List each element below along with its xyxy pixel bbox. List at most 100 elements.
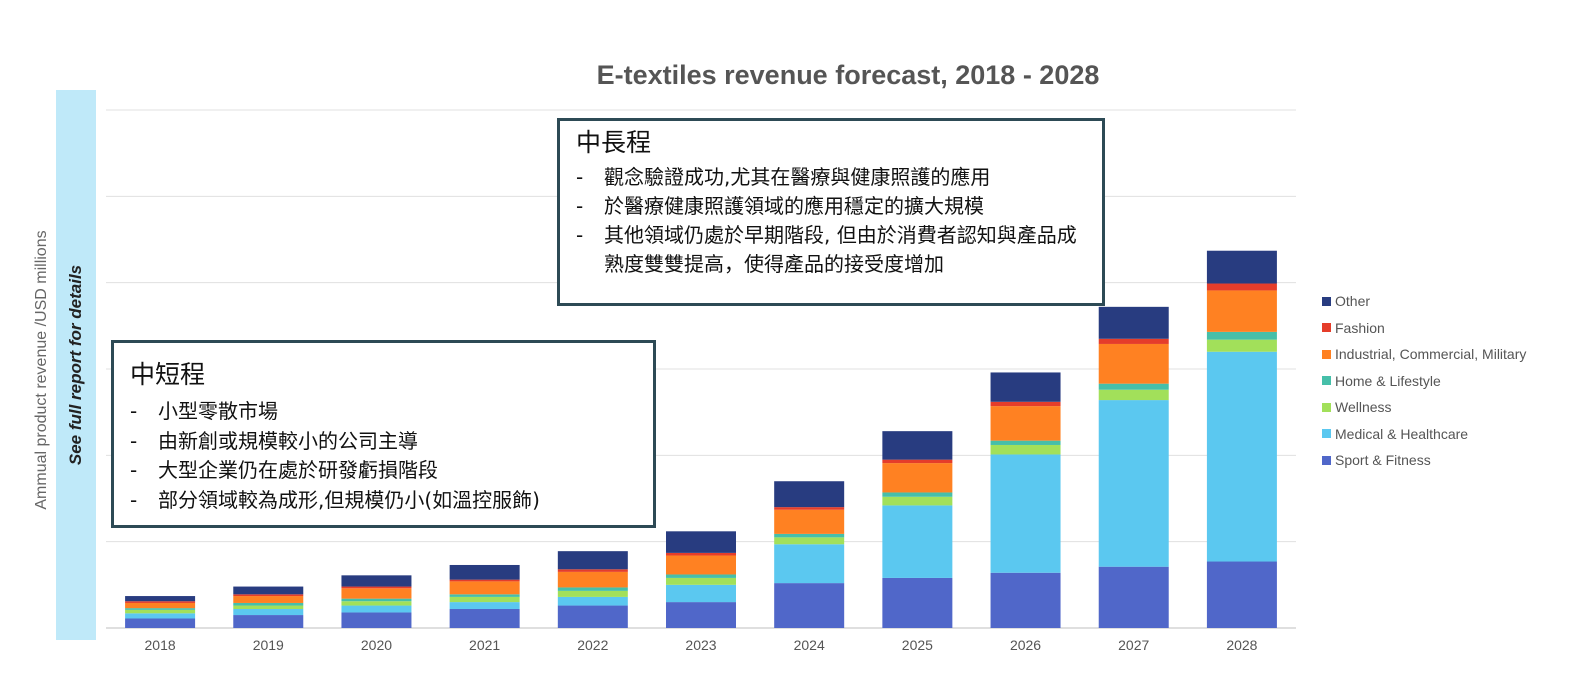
y-axis-label: Ammual product revenue /USD millions bbox=[33, 230, 50, 510]
bar-segment bbox=[774, 537, 845, 545]
callout-short-bullet: - 由新創或規模較小的公司主導 bbox=[130, 428, 418, 453]
bar-segment bbox=[449, 594, 520, 597]
callout-short-bullet: - 小型零散市場 bbox=[130, 399, 278, 423]
callout-short-bullet: - 大型企業仍在處於研發虧損階段 bbox=[130, 458, 438, 482]
x-tick-label: 2023 bbox=[685, 637, 716, 653]
bar-segment bbox=[882, 577, 953, 628]
bar-segment bbox=[341, 601, 412, 606]
bar-segment bbox=[233, 615, 304, 628]
legend-label: Wellness bbox=[1335, 399, 1392, 416]
bar-segment bbox=[557, 569, 628, 572]
bar-segment bbox=[882, 496, 953, 506]
bar-segment bbox=[1098, 306, 1169, 339]
bar-segment bbox=[1206, 561, 1277, 628]
bar-segment bbox=[233, 586, 304, 595]
callout-long-list: - 觀念驗證成功,尤其在醫療與健康照護的應用 - 於醫療健康照護領域的應用穩定的擴大… bbox=[576, 163, 1088, 279]
legend-item: Medical & Healthcare bbox=[1322, 421, 1526, 448]
bar-segment bbox=[557, 596, 628, 606]
legend: Other Fashion Industrial, Commercial, Mili… bbox=[1322, 288, 1526, 474]
legend-item: Wellness bbox=[1322, 394, 1526, 421]
x-tick-label: 2021 bbox=[469, 637, 500, 653]
bar-segment bbox=[125, 601, 196, 603]
bar-segment bbox=[990, 440, 1061, 445]
bar-segment bbox=[882, 505, 953, 578]
bar-segment bbox=[990, 406, 1061, 441]
legend-label: Other bbox=[1335, 293, 1371, 310]
legend-item: Home & Lifestyle bbox=[1322, 368, 1526, 395]
bar-segment bbox=[125, 618, 196, 628]
bar-segment bbox=[1098, 389, 1169, 401]
callout-long-bullet: - 其他領域仍處於早期階段, 但由於消費者認知與產品成熟度雙雙提高，使得產品的接受… bbox=[576, 223, 1077, 276]
bar-segment bbox=[449, 579, 520, 582]
bar-segment bbox=[990, 401, 1061, 407]
callout-long-bullet: - 觀念驗證成功,尤其在醫療與健康照護的應用 bbox=[576, 165, 991, 189]
bar-segment bbox=[666, 584, 736, 603]
bar-segment bbox=[882, 492, 953, 497]
bar-segment bbox=[666, 602, 736, 628]
bar-segment bbox=[557, 551, 628, 570]
bars bbox=[125, 250, 1277, 628]
x-tick-label: 2026 bbox=[1010, 637, 1041, 653]
legend-label: Home & Lifestyle bbox=[1335, 372, 1441, 389]
legend-item: Other bbox=[1322, 288, 1526, 315]
bar-segment bbox=[774, 507, 845, 510]
bar-segment bbox=[125, 608, 196, 610]
bar-segment bbox=[882, 459, 953, 464]
bar-segment bbox=[1206, 250, 1277, 284]
side-band bbox=[56, 90, 96, 640]
bar-segment bbox=[1098, 383, 1169, 390]
legend-label: Industrial, Commercial, Military bbox=[1335, 346, 1527, 363]
bar-segment bbox=[666, 555, 736, 575]
bar-segment bbox=[557, 587, 628, 591]
bar-segment bbox=[1098, 338, 1169, 344]
bar-segment bbox=[1206, 351, 1277, 562]
callout-long-term: 中長程 - 觀念驗證成功,尤其在醫療與健康照護的應用 - 於醫療健康照護領域的應用穩… bbox=[557, 118, 1105, 306]
bar-segment bbox=[774, 481, 845, 508]
legend-swatch bbox=[1322, 455, 1331, 465]
callout-long-title: 中長程 bbox=[576, 128, 652, 157]
x-tick-label: 2018 bbox=[145, 637, 176, 653]
bar-segment bbox=[990, 572, 1061, 628]
bar-segment bbox=[125, 602, 196, 609]
bar-segment bbox=[449, 564, 520, 580]
x-tick-label: 2027 bbox=[1118, 637, 1149, 653]
bar-segment bbox=[774, 509, 845, 534]
bar-segment bbox=[882, 463, 953, 493]
bar-segment bbox=[233, 605, 304, 610]
bar-segment bbox=[774, 583, 845, 628]
x-tick-label: 2025 bbox=[902, 637, 933, 653]
callout-short-title: 中短程 bbox=[130, 360, 206, 389]
bar-segment bbox=[1098, 343, 1169, 384]
legend-item: Sport & Fitness bbox=[1322, 447, 1526, 474]
legend-label: Fashion bbox=[1335, 319, 1385, 336]
bar-segment bbox=[341, 598, 412, 602]
callout-short-bullet: - 部分領域較為成形,但規模仍小(如溫控服飾) bbox=[130, 487, 540, 512]
bar-segment bbox=[666, 552, 736, 556]
bar-segment bbox=[666, 577, 736, 585]
bar-segment bbox=[557, 590, 628, 597]
bar-segment bbox=[341, 588, 412, 599]
legend-item: Fashion bbox=[1322, 315, 1526, 342]
bar-segment bbox=[557, 571, 628, 588]
bar-segment bbox=[1206, 339, 1277, 352]
legend-label: Medical & Healthcare bbox=[1335, 425, 1469, 442]
bar-segment bbox=[774, 544, 845, 584]
bar-segment bbox=[341, 605, 412, 613]
bar-segment bbox=[449, 602, 520, 610]
x-tick-label: 2022 bbox=[577, 637, 608, 653]
bar-segment bbox=[774, 533, 845, 538]
bar-segment bbox=[666, 574, 736, 578]
side-note: See full report for details bbox=[66, 264, 85, 466]
legend-swatch bbox=[1322, 376, 1331, 386]
callout-long-bullet: - 於醫療健康照護領域的應用穩定的擴大規模 bbox=[576, 194, 984, 218]
bar-segment bbox=[1206, 290, 1277, 332]
bar-segment bbox=[341, 612, 412, 628]
bar-segment bbox=[1206, 331, 1277, 340]
legend-label: Sport & Fitness bbox=[1335, 452, 1431, 469]
legend-swatch bbox=[1322, 323, 1331, 333]
legend-swatch bbox=[1322, 402, 1331, 412]
bar-segment bbox=[233, 602, 304, 606]
x-tick-label: 2020 bbox=[361, 637, 392, 653]
bar-segment bbox=[882, 431, 953, 460]
legend-item: Industrial, Commercial, Military bbox=[1322, 341, 1526, 368]
